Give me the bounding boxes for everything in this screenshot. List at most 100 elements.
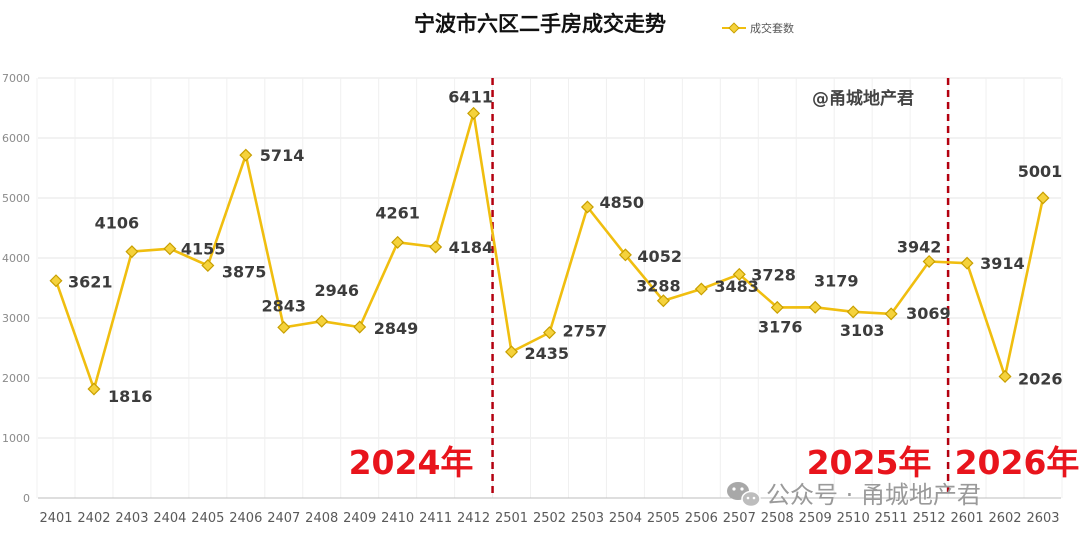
data-label: 6411 — [448, 87, 493, 106]
x-tick-label: 2507 — [723, 511, 756, 526]
data-point — [542, 326, 557, 340]
x-tick-label: 2503 — [571, 511, 604, 526]
footer-text: 公众号 · 甬城地产君 — [766, 481, 981, 509]
data-point — [770, 300, 784, 314]
data-label: 4850 — [599, 193, 644, 212]
data-label: 1816 — [108, 387, 153, 406]
data-label: 3621 — [68, 273, 113, 292]
x-tick-label: 2506 — [685, 511, 718, 526]
data-point — [694, 282, 708, 296]
data-point — [201, 258, 215, 273]
x-tick-label: 2408 — [305, 511, 338, 526]
chart-title: 宁波市六区二手房成交走势 — [414, 12, 666, 36]
data-label: 3288 — [636, 277, 681, 296]
data-point — [467, 106, 481, 120]
legend-marker-swatch — [728, 22, 740, 34]
data-point — [391, 235, 405, 249]
y-tick-label: 3000 — [2, 312, 30, 325]
x-tick-label: 2511 — [875, 511, 908, 526]
y-tick-label: 4000 — [2, 252, 30, 265]
data-point — [49, 274, 63, 288]
data-point — [656, 294, 670, 308]
x-tick-label: 2410 — [381, 511, 414, 526]
data-point — [125, 245, 139, 259]
x-tick-label: 2603 — [1026, 511, 1059, 526]
data-point — [808, 300, 822, 314]
x-tick-label: 2501 — [495, 511, 528, 526]
x-tick-label: 2512 — [913, 511, 946, 526]
x-tick-label: 2502 — [533, 511, 566, 526]
data-label: 4155 — [181, 240, 226, 259]
gridlines — [36, 77, 1063, 499]
data-point — [998, 369, 1012, 383]
x-tick-label: 2505 — [647, 511, 680, 526]
data-point — [353, 320, 367, 334]
data-point — [429, 240, 443, 254]
x-tick-label: 2508 — [761, 511, 794, 526]
y-tick-label: 0 — [23, 492, 30, 505]
x-tick-label: 2405 — [191, 511, 224, 526]
watermark-text: @甬城地产君 — [812, 88, 914, 109]
data-label: 3728 — [751, 265, 796, 284]
x-tick-label: 2401 — [39, 511, 72, 526]
data-label: 5001 — [1018, 162, 1063, 181]
data-labels: 3621 1816 4106 4155 3875 5714 2843 2946 2849 4261… — [68, 87, 1063, 406]
data-label: 4106 — [95, 214, 140, 233]
data-label: 5714 — [260, 146, 305, 165]
y-tick-label: 5000 — [2, 192, 30, 205]
data-label: 3176 — [758, 317, 803, 336]
data-label: 3875 — [222, 263, 267, 282]
x-tick-label: 2404 — [153, 511, 186, 526]
year-dividers — [491, 78, 950, 498]
y-tick-label: 7000 — [2, 72, 30, 85]
data-label: 2435 — [525, 344, 570, 363]
data-point — [732, 267, 746, 281]
data-point — [922, 254, 936, 268]
year-label-2026: 2026年 — [955, 443, 1080, 482]
y-axis-ticks: 0 1000 2000 3000 4000 5000 6000 7000 — [2, 72, 30, 505]
year-label-2025: 2025年 — [807, 443, 932, 482]
legend-label: 成交套数 — [750, 21, 794, 35]
legend: 成交套数 — [722, 21, 794, 35]
x-tick-label: 2403 — [115, 511, 148, 526]
wechat-icon — [727, 482, 761, 508]
x-tick-label: 2411 — [419, 511, 452, 526]
y-tick-label: 2000 — [2, 372, 30, 385]
x-tick-label: 2409 — [343, 511, 376, 526]
data-label: 3942 — [897, 237, 942, 256]
data-label: 2757 — [563, 322, 608, 341]
data-label: 4052 — [637, 247, 682, 266]
data-label: 2849 — [374, 319, 419, 338]
data-point — [618, 248, 632, 262]
data-point — [87, 382, 101, 396]
data-label: 3179 — [814, 271, 859, 290]
x-tick-label: 2509 — [799, 511, 832, 526]
x-tick-label: 2601 — [951, 511, 984, 526]
x-tick-label: 2412 — [457, 511, 490, 526]
x-axis-ticks: 2401 2402 2403 2404 2405 2406 2407 2408 2409 2410… — [39, 511, 1059, 526]
data-point — [163, 242, 177, 256]
series-line — [49, 106, 1050, 396]
x-tick-label: 2402 — [77, 511, 110, 526]
data-label: 2946 — [314, 281, 359, 300]
data-label: 2843 — [262, 296, 307, 315]
data-point — [580, 200, 594, 214]
x-tick-label: 2406 — [229, 511, 262, 526]
y-tick-label: 1000 — [2, 432, 30, 445]
x-tick-label: 2504 — [609, 511, 642, 526]
data-point — [315, 314, 329, 328]
data-point — [505, 345, 519, 359]
year-label-2024: 2024年 — [349, 443, 474, 482]
data-label: 3483 — [714, 277, 759, 296]
data-point — [884, 307, 898, 321]
data-point — [277, 320, 291, 334]
data-point — [239, 148, 253, 162]
y-tick-label: 6000 — [2, 132, 30, 145]
data-point — [846, 305, 860, 319]
data-label: 3103 — [840, 321, 885, 340]
data-label: 3914 — [980, 254, 1025, 273]
x-tick-label: 2510 — [837, 511, 870, 526]
data-point — [960, 256, 974, 270]
data-label: 4261 — [375, 203, 420, 222]
